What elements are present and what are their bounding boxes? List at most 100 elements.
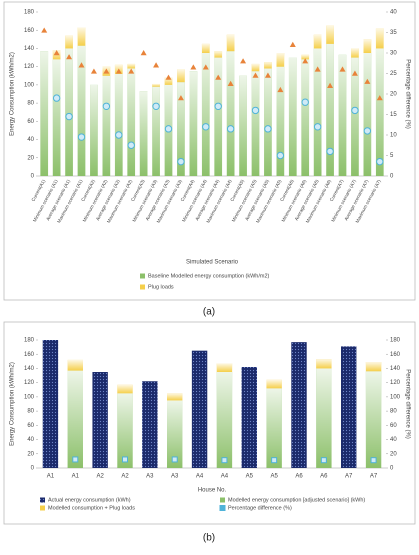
bar-shade [167,400,183,468]
circle-marker [77,133,86,141]
y-tick-label: 0 [31,174,35,180]
bar-shade [338,54,347,177]
bar-shade [77,27,86,46]
bar-shade [326,25,334,44]
triangle-marker [202,64,209,70]
x-axis-title: House No. [198,488,227,494]
panel-a-frame [3,1,416,301]
triangle-marker [190,64,197,70]
x-axis-title: Simulated Scenario [186,260,239,266]
bar-shade [77,45,86,176]
bar-shade [117,384,133,394]
circle-marker [214,102,222,111]
legend-swatch [219,505,226,511]
caption: (a) [203,307,215,318]
y2-tick-label: 60 [390,423,397,429]
x-tick-label: Maximum scenario (A3) [156,178,183,224]
bar-shade [90,84,98,176]
y-tick-label: 120 [24,64,35,70]
y2-tick-label: 80 [390,409,397,415]
y-tick-label: 0 [31,466,35,472]
bar-shade [301,59,310,176]
bar-shade [139,91,148,176]
y-axis-title: Energy Consumption (kWh/m2) [10,362,16,446]
triangle-marker [103,68,110,74]
bar [191,350,208,468]
x-tick-label: Maximum scenario (A1) [56,178,83,224]
triangle-marker [78,62,85,68]
circle-marker [301,98,309,106]
legend-swatch [40,505,45,511]
triangle-marker [302,58,309,64]
bar-shade [365,371,382,468]
y-tick-label: 20 [27,451,34,457]
circle-marker [177,157,185,166]
triangle-marker [277,86,284,93]
legend-label: Percentage difference (%) [228,505,292,511]
y-tick-label: 20 [27,155,34,161]
triangle-marker [240,58,247,64]
legend-label: Modelled energy consumption [adjusted sc… [228,497,365,503]
x-tick-label: A4 [221,474,229,480]
x-tick-label: Maximum scenario (A6) [305,178,332,224]
y2-tick-label: 30 [390,51,397,57]
triangle-marker [252,72,259,78]
bar-shade [214,51,223,58]
triangle-marker [376,95,383,101]
square-marker [370,457,377,464]
x-tick-label: A1 [47,474,55,480]
bar-shade [226,34,235,52]
bar-shade [201,53,210,176]
y-tick-label: 60 [27,119,34,125]
y-tick-label: 140 [24,46,35,52]
bar [142,381,158,468]
x-tick-label: A3 [146,474,154,480]
legend-label: Baseline Modelled energy consumption (kW… [148,273,270,279]
y-tick-label: 180 [24,338,35,344]
bar-shade [363,39,372,53]
bar-shade [276,53,285,67]
bar-shade [52,59,61,176]
bar-shade [67,370,83,468]
x-tick-label: A5 [246,474,254,480]
y-tick-label: 160 [24,28,35,34]
y-tick-label: 180 [24,10,35,16]
bar-shade [114,73,123,176]
circle-marker [351,106,359,115]
x-tick-label: A2 [121,474,129,480]
bar [341,346,357,468]
bar-shade [301,54,310,60]
panel-b-frame [3,321,416,525]
y2-tick-label: 20 [390,92,397,98]
y-axis-title: Energy Consumption (kWh/m2) [10,52,16,136]
square-marker [271,457,278,464]
x-tick-label: A3 [171,474,179,480]
triangle-marker [351,70,358,76]
y2-tick-label: 160 [390,352,401,358]
y2-tick-label: 15 [390,112,397,118]
circle-marker [202,123,210,131]
y2-tick-label: 20 [390,451,397,457]
triangle-marker [327,82,334,88]
y-tick-label: 100 [24,394,35,400]
y-tick-label: 80 [27,101,34,107]
bar-shade [214,57,223,176]
bar-shade [276,66,285,176]
bar-shade [189,71,198,176]
triangle-marker [90,68,97,74]
bar-shade [264,68,272,176]
y-tick-label: 60 [27,423,34,429]
bar-shade [375,28,384,49]
triangle-marker [264,72,271,78]
bar-shade [216,363,233,372]
circle-marker [251,106,260,115]
y-tick-label: 140 [24,366,35,372]
circle-marker [152,102,160,111]
y2-tick-label: 5 [390,153,394,159]
circle-marker [65,112,73,121]
y2-tick-label: 100 [390,394,401,400]
triangle-marker [153,62,160,68]
triangle-marker [128,68,135,74]
bar [291,342,307,468]
